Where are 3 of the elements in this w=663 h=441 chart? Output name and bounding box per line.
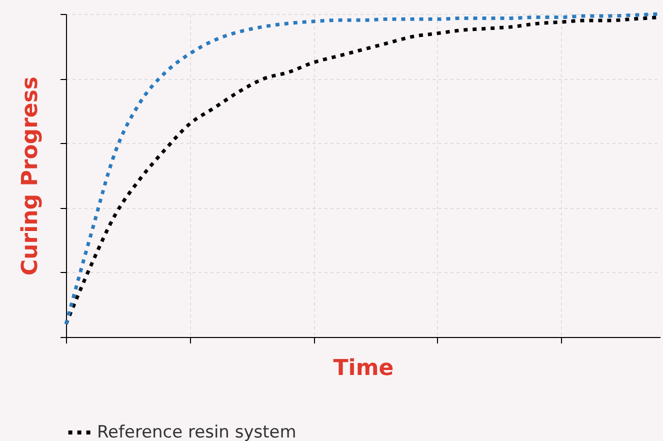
y-axis-title: Curing Progress xyxy=(18,76,43,276)
x-axis-title: Time xyxy=(333,356,394,381)
legend-label: Reference resin system xyxy=(97,422,296,441)
